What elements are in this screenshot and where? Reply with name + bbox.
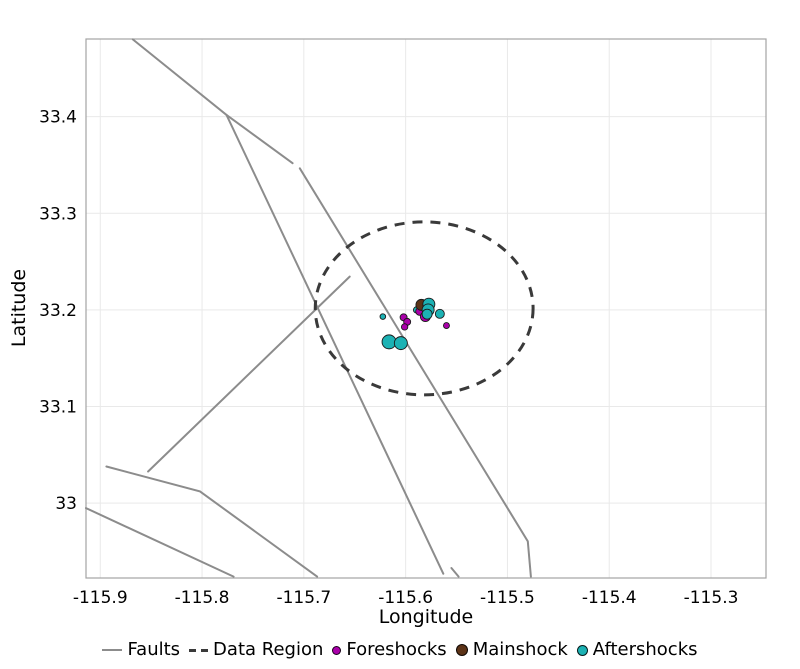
- fault-line: [298, 167, 532, 578]
- data-region-dash-swatch-icon: [189, 648, 209, 652]
- foreshock-marker: [400, 323, 409, 331]
- x-tick-label: -115.8: [175, 588, 230, 608]
- y-tick-label: 33.3: [39, 204, 77, 224]
- x-axis-title: Longitude: [378, 606, 474, 628]
- aftershocks-dot-swatch-icon: [576, 644, 588, 656]
- mainshock-dot-swatch-icon: [455, 644, 468, 656]
- foreshocks-dot-swatch-icon: [332, 645, 342, 655]
- legend-label: Mainshock: [472, 639, 568, 660]
- foreshock-marker: [443, 322, 450, 330]
- fault-line: [147, 275, 351, 473]
- y-axis-title: Latitude: [8, 268, 30, 348]
- legend-item-mainshock: Mainshock: [455, 638, 568, 662]
- legend-item-aftershocks: Aftershocks: [576, 638, 698, 662]
- legend-item-faults: Faults: [102, 638, 180, 662]
- y-tick-label: 33.2: [39, 301, 77, 321]
- legend-item-foreshocks: Foreshocks: [332, 638, 447, 662]
- aftershock-marker: [434, 308, 445, 319]
- x-tick-label: -115.6: [378, 588, 433, 608]
- data-region-ellipse: [313, 220, 535, 397]
- y-tick-label: 33.4: [39, 108, 77, 128]
- x-tick-label: -115.3: [684, 588, 739, 608]
- aftershock-marker: [421, 308, 433, 320]
- x-tick-label: -115.5: [480, 588, 535, 608]
- y-tick-label: 33.1: [39, 398, 77, 418]
- fault-line: [225, 113, 445, 575]
- aftershock-marker: [381, 334, 397, 350]
- x-tick-label: -115.9: [73, 588, 128, 608]
- fault-line: [105, 465, 319, 578]
- aftershock-marker: [379, 313, 387, 320]
- legend-item-data-region: Data Region: [189, 638, 323, 662]
- legend-label: Data Region: [213, 639, 324, 660]
- faults-line-swatch-icon: [102, 649, 123, 651]
- fault-line: [85, 507, 235, 578]
- legend: Faults Data Region Foreshocks Mainshock …: [0, 638, 800, 662]
- plot-border: [85, 38, 767, 579]
- legend-label: Aftershocks: [592, 639, 698, 660]
- x-tick-label: -115.4: [582, 588, 637, 608]
- legend-label: Foreshocks: [346, 639, 447, 660]
- fault-line: [450, 567, 460, 578]
- x-tick-label: -115.7: [276, 588, 331, 608]
- fault-line: [131, 38, 294, 165]
- y-tick-label: 33: [55, 494, 77, 514]
- legend-label: Faults: [127, 639, 181, 660]
- aftershock-marker: [393, 336, 408, 351]
